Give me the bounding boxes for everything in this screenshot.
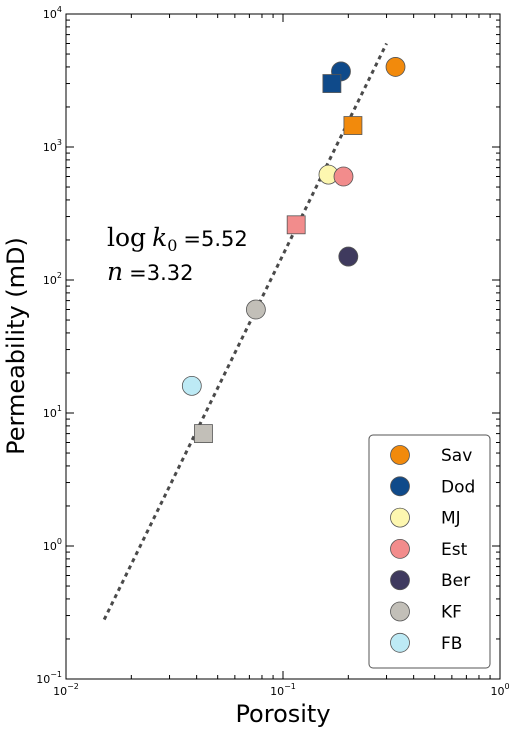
legend-label-dod: Dod bbox=[441, 477, 475, 497]
legend-marker-ber bbox=[390, 570, 410, 591]
annotation-k-var: k bbox=[152, 223, 167, 252]
legend-marker-dod bbox=[390, 476, 410, 497]
point-fb-circle bbox=[181, 375, 202, 396]
legend-label-ber: Ber bbox=[441, 571, 470, 591]
annotation-logk-value: =5.52 bbox=[183, 227, 247, 251]
annotation-n-value: =3.32 bbox=[129, 261, 193, 285]
y-tick-label-exp: −1 bbox=[50, 670, 62, 679]
y-tick-label: 10−1 bbox=[36, 670, 62, 686]
y-tick-label-base: 10 bbox=[43, 407, 57, 420]
y-tick-label: 104 bbox=[43, 5, 62, 21]
legend-items: Sav Dod MJ Est Ber KF FB bbox=[390, 445, 475, 654]
fit-annotation: log k0 =5.52 n =3.32 bbox=[107, 223, 248, 286]
legend-label-fb: FB bbox=[441, 634, 462, 654]
x-tick-label-base: 10 bbox=[270, 685, 284, 698]
x-tick-label-exp: −1 bbox=[284, 682, 296, 691]
legend-marker-sav bbox=[390, 445, 410, 465]
y-tick-label-base: 10 bbox=[43, 8, 57, 21]
point-sav-square bbox=[343, 116, 363, 135]
point-est-circle bbox=[333, 166, 354, 187]
x-tick-label: 10−2 bbox=[53, 682, 79, 698]
y-tick-label-exp: 3 bbox=[57, 138, 62, 147]
annotation-log-prefix: log bbox=[107, 223, 146, 252]
y-tick-label: 100 bbox=[43, 537, 62, 553]
legend-marker-mj bbox=[390, 507, 410, 528]
legend-marker-est bbox=[390, 539, 410, 559]
annotation-k-sub: 0 bbox=[167, 236, 177, 255]
legend-label-sav: Sav bbox=[441, 446, 472, 466]
x-tick-label-exp: −2 bbox=[67, 682, 79, 691]
x-axis-label: Porosity bbox=[235, 700, 330, 728]
y-tick-label-exp: 0 bbox=[57, 537, 62, 546]
y-tick-label-base: 10 bbox=[36, 673, 50, 686]
legend-marker-kf bbox=[390, 601, 410, 622]
annotation-n-var: n bbox=[107, 257, 123, 286]
y-tick-label-base: 10 bbox=[43, 274, 57, 287]
x-tick-label: 10−1 bbox=[270, 682, 296, 698]
point-est-square bbox=[286, 215, 306, 235]
y-tick-label-base: 10 bbox=[43, 141, 57, 154]
point-kf-circle bbox=[245, 299, 266, 320]
point-sav-circle bbox=[385, 57, 406, 77]
fit-line-group bbox=[102, 42, 388, 621]
y-tick-label: 103 bbox=[43, 138, 62, 154]
point-ber-circle bbox=[338, 246, 359, 267]
y-tick-label: 102 bbox=[43, 271, 62, 287]
point-dod-square bbox=[322, 74, 342, 93]
x-tick-label-exp: 0 bbox=[504, 682, 509, 691]
y-tick-label-exp: 1 bbox=[57, 404, 62, 413]
annotation-line-2: n =3.32 bbox=[107, 257, 193, 286]
annotation-line-1: log k0 =5.52 bbox=[107, 223, 248, 255]
x-tick-label: 100 bbox=[490, 682, 509, 698]
legend-label-est: Est bbox=[441, 540, 468, 560]
y-tick-label: 101 bbox=[43, 404, 62, 420]
legend-label-kf: KF bbox=[441, 603, 462, 623]
y-axis-label: Permeability (mD) bbox=[2, 237, 30, 455]
y-tick-label-base: 10 bbox=[43, 540, 57, 553]
legend-box bbox=[368, 434, 491, 669]
x-tick-label-base: 10 bbox=[490, 685, 504, 698]
y-tick-label-exp: 4 bbox=[57, 5, 62, 14]
legend-label-mj: MJ bbox=[441, 509, 461, 529]
legend: Sav Dod MJ Est Ber KF FB bbox=[368, 434, 491, 669]
fit-line bbox=[102, 42, 388, 621]
legend-marker-fb bbox=[390, 632, 410, 653]
x-tick-label-base: 10 bbox=[53, 685, 67, 698]
data-points bbox=[181, 57, 406, 444]
point-kf-square bbox=[194, 424, 213, 444]
y-tick-label-exp: 2 bbox=[57, 271, 62, 280]
